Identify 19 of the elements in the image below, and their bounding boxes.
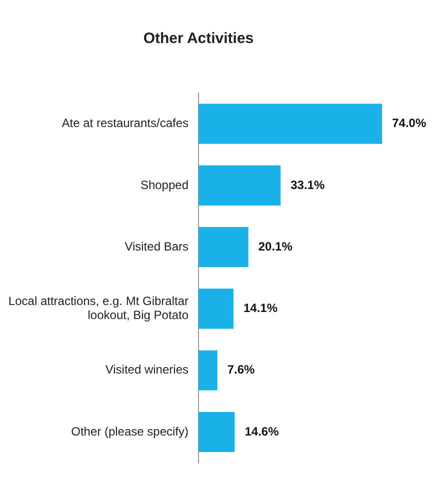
y-tick-label: Ate at restaurants/cafes (62, 116, 188, 130)
data-label: 7.6% (227, 362, 256, 377)
data-label: 14.6% (244, 424, 280, 438)
y-tick-label: Visited Bars (124, 239, 188, 254)
y-tick-label: Visited wineries (105, 362, 188, 377)
y-tick-label: Shopped (140, 178, 188, 192)
bar (198, 412, 235, 452)
bar (198, 165, 281, 206)
data-label: 74.0% (392, 116, 426, 130)
bar (198, 104, 382, 144)
data-label: 33.1% (290, 178, 325, 192)
data-label: 14.1% (243, 301, 278, 316)
data-label: 20.1% (258, 239, 293, 254)
bar (198, 227, 248, 268)
y-tick-label: Local attractions, e.g. Mt Gibraltar lookout, Big Potato (8, 294, 189, 322)
chart-title: Other Activities (143, 30, 254, 48)
bar (198, 350, 218, 390)
bar (198, 288, 234, 329)
y-tick-label: Other (please specify) (71, 424, 188, 438)
